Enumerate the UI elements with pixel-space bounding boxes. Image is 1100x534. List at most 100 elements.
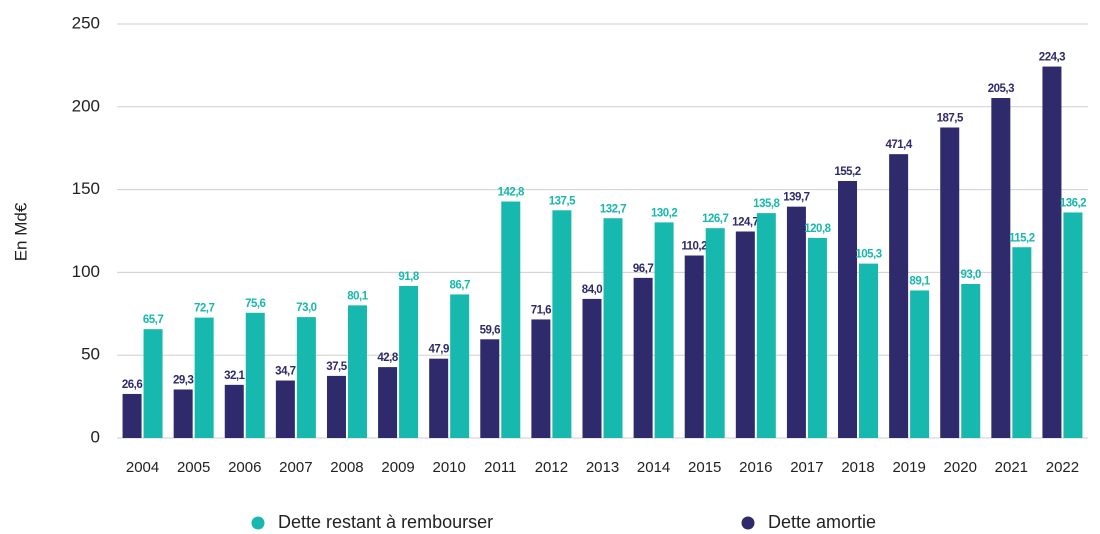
x-tick-label: 2011 [484,459,516,476]
legend-label: Dette amortie [768,512,876,532]
value-label: 84,0 [582,284,602,296]
bar [603,218,623,438]
value-label: 130,2 [651,207,677,219]
value-label: 132,7 [600,203,626,215]
bar [838,180,858,438]
x-tick-label: 2004 [126,459,159,476]
value-label: 471,4 [885,139,912,151]
x-tick-label: 2020 [944,459,977,476]
x-tick-label: 2015 [688,459,721,476]
bar [194,317,214,438]
bar [552,210,572,438]
x-tick-label: 2019 [892,459,925,476]
value-label: 73,0 [296,302,316,314]
y-tick-label: 200 [72,96,100,115]
value-label: 47,9 [428,344,448,356]
value-label: 137,5 [549,195,576,207]
value-label: 72,7 [194,303,214,315]
value-label: 187,5 [937,113,964,125]
legend-swatch [251,516,265,530]
value-label: 205,3 [988,83,1014,95]
bar [347,305,367,438]
value-label: 224,3 [1039,52,1065,64]
bar [450,294,470,438]
value-label: 105,3 [855,249,881,261]
bar [378,367,398,438]
x-tick-label: 2007 [279,459,312,476]
y-tick-label: 250 [72,13,100,32]
y-tick-label: 100 [72,262,100,281]
value-label: 115,2 [1009,232,1035,244]
value-label: 135,8 [753,198,780,210]
bar [859,263,879,438]
value-label: 120,8 [804,223,831,235]
bar [633,277,653,438]
bar [991,98,1011,439]
value-label: 139,7 [783,192,809,204]
legend-label: Dette restant à rembourser [278,512,493,532]
bar [173,389,193,438]
x-tick-label: 2012 [535,459,568,476]
bar [786,206,806,438]
bar [531,319,551,438]
legend-swatch [741,516,755,530]
y-axis-label: En Md€ [11,202,30,261]
x-tick-label: 2014 [637,459,670,476]
bar [889,154,909,438]
bar [1042,66,1062,438]
value-label: 34,7 [275,366,295,378]
bar [684,255,704,438]
bar [582,298,602,438]
value-label: 32,1 [224,370,245,382]
bar [429,358,449,438]
bar [1063,212,1083,438]
value-label: 29,3 [173,375,193,387]
value-label: 42,8 [377,352,398,364]
y-tick-label: 0 [91,427,100,446]
x-tick-label: 2017 [790,459,823,476]
bar [910,290,930,438]
value-label: 86,7 [449,279,469,291]
bar [326,375,346,438]
x-tick-label: 2010 [432,459,465,476]
value-label: 71,6 [531,304,551,316]
value-label: 80,1 [347,290,368,302]
x-tick-label: 2013 [586,459,619,476]
value-label: 37,5 [326,361,347,373]
bar [1012,247,1032,438]
value-label: 142,8 [498,187,525,199]
bar [501,201,521,438]
x-tick-label: 2005 [177,459,210,476]
x-tick-label: 2009 [381,459,414,476]
y-tick-label: 150 [72,179,100,198]
bar [275,380,295,438]
bar [735,231,755,438]
bar [399,285,419,438]
value-label: 75,6 [245,298,265,310]
bar [122,393,142,438]
value-label: 89,1 [909,275,930,287]
value-label: 65,7 [143,314,163,326]
bar [705,228,725,438]
y-tick-label: 50 [81,345,100,364]
value-label: 126,7 [702,213,728,225]
bar [961,283,981,438]
value-label: 136,2 [1060,197,1086,209]
x-tick-label: 2022 [1046,459,1079,476]
bar [245,312,265,438]
value-label: 93,0 [961,269,981,281]
bar [296,317,316,438]
value-label: 59,6 [480,324,500,336]
value-label: 91,8 [398,271,419,283]
bar [807,237,827,438]
x-tick-label: 2021 [995,459,1028,476]
x-tick-label: 2006 [228,459,261,476]
x-tick-label: 2018 [841,459,874,476]
value-label: 96,7 [633,263,653,275]
value-label: 110,2 [681,241,707,253]
bar [224,384,244,438]
bar [143,329,163,438]
x-tick-label: 2008 [330,459,363,476]
x-tick-label: 2016 [739,459,772,476]
